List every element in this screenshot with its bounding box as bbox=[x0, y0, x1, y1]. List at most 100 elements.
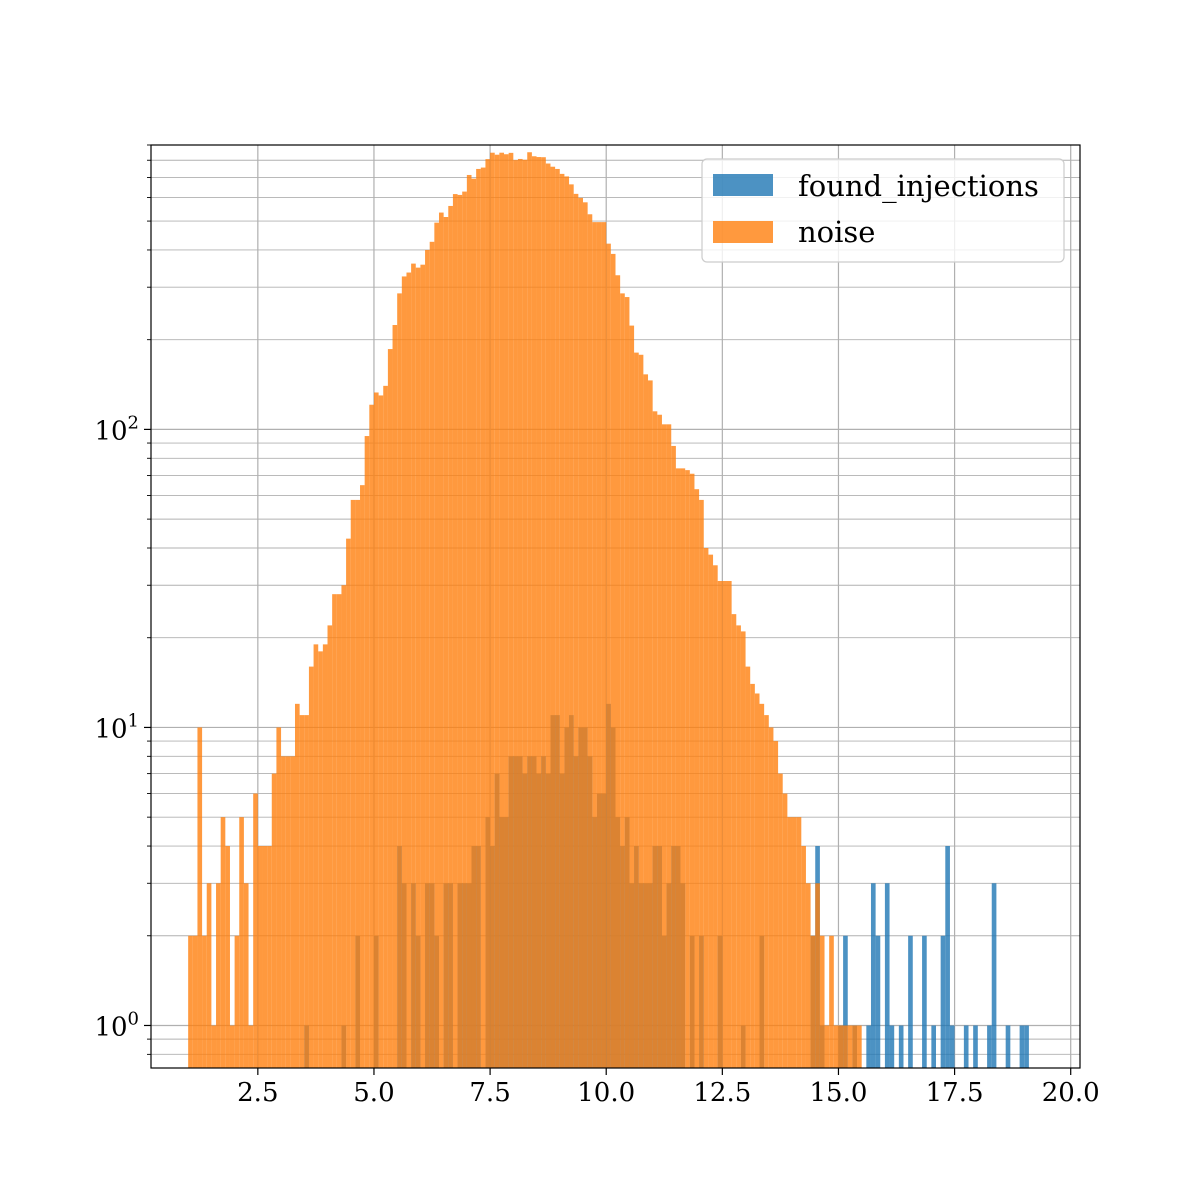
bar-noise bbox=[703, 548, 709, 1068]
legend-label-noise: noise bbox=[798, 215, 875, 249]
bar-noise bbox=[257, 846, 263, 1068]
bar-noise bbox=[313, 644, 319, 1068]
bar-found-injections bbox=[843, 935, 848, 1068]
bar-noise bbox=[782, 793, 788, 1068]
bar-noise bbox=[336, 594, 342, 1068]
bar-noise bbox=[480, 167, 486, 1068]
bar-noise bbox=[661, 424, 667, 1068]
legend-box bbox=[701, 158, 1065, 263]
bar-noise bbox=[415, 267, 421, 1068]
bar-noise bbox=[262, 846, 268, 1068]
bar-noise bbox=[401, 276, 407, 1068]
x-tick-label: 15.0 bbox=[810, 1078, 868, 1108]
bar-noise bbox=[792, 817, 797, 1068]
bar-noise bbox=[596, 222, 602, 1068]
bar-noise bbox=[708, 554, 714, 1068]
bar-noise bbox=[671, 445, 676, 1068]
bar-noise bbox=[555, 168, 560, 1069]
bar-noise bbox=[541, 157, 546, 1068]
bar-noise bbox=[485, 159, 491, 1068]
bar-noise bbox=[722, 580, 727, 1068]
y-tick-label: 100 bbox=[94, 1008, 139, 1042]
bar-noise bbox=[750, 683, 755, 1068]
bar-noise bbox=[731, 614, 737, 1068]
bar-noise bbox=[346, 538, 351, 1068]
bar-noise bbox=[192, 935, 198, 1068]
bar-noise bbox=[429, 241, 435, 1069]
y-tick-labels: 100 101 102 bbox=[94, 412, 139, 1042]
bar-noise bbox=[243, 883, 249, 1068]
bar-noise bbox=[308, 666, 314, 1068]
x-tick-labels: 2.5 5.0 7.5 10.0 12.5 15.0 17.5 20.0 bbox=[237, 1078, 1100, 1108]
bar-noise bbox=[327, 625, 333, 1068]
series-noise bbox=[188, 152, 862, 1069]
bar-noise bbox=[197, 727, 203, 1068]
bar-noise bbox=[648, 380, 653, 1068]
bar-noise bbox=[425, 249, 430, 1069]
bar-noise bbox=[569, 184, 574, 1068]
bar-noise bbox=[494, 154, 500, 1068]
bar-noise bbox=[759, 703, 765, 1068]
bar-noise bbox=[615, 275, 621, 1068]
bar-noise bbox=[550, 166, 556, 1068]
bar-found-injections bbox=[875, 935, 881, 1068]
bar-noise bbox=[420, 264, 426, 1068]
bar-noise bbox=[578, 197, 583, 1068]
bar-noise bbox=[318, 651, 323, 1068]
bar-noise bbox=[610, 253, 616, 1068]
bar-noise bbox=[322, 644, 328, 1068]
bar-noise bbox=[234, 935, 240, 1068]
x-tick-label: 10.0 bbox=[577, 1078, 635, 1108]
bar-noise bbox=[508, 152, 514, 1069]
bar-noise bbox=[457, 194, 463, 1068]
bar-noise bbox=[225, 846, 230, 1068]
bar-noise bbox=[476, 168, 481, 1069]
bar-noise bbox=[680, 468, 686, 1068]
bar-noise bbox=[819, 935, 825, 1068]
bar-noise bbox=[360, 485, 365, 1068]
bar-noise bbox=[573, 193, 579, 1068]
axes-frame bbox=[150, 144, 1081, 1069]
bar-noise bbox=[810, 935, 816, 1068]
bar-found-injections bbox=[898, 1025, 904, 1068]
bar-noise bbox=[564, 176, 570, 1069]
bar-noise bbox=[392, 325, 398, 1068]
bar-noise bbox=[545, 163, 551, 1068]
bar-noise bbox=[499, 152, 505, 1068]
x-tick-label: 2.5 bbox=[237, 1078, 278, 1108]
bar-noise bbox=[462, 191, 467, 1069]
bar-noise bbox=[815, 883, 820, 1068]
bar-noise bbox=[847, 1025, 853, 1068]
bar-found-injections bbox=[1019, 1025, 1025, 1068]
bar-noise bbox=[787, 817, 793, 1068]
bar-noise bbox=[801, 846, 806, 1068]
bar-noise bbox=[517, 158, 523, 1068]
bar-noise bbox=[332, 594, 337, 1068]
bar-noise bbox=[764, 715, 769, 1068]
bar-noise bbox=[504, 154, 509, 1068]
x-tick-label: 5.0 bbox=[353, 1078, 394, 1108]
bar-noise bbox=[341, 585, 347, 1068]
bar-noise bbox=[843, 1025, 848, 1068]
bar-noise bbox=[373, 392, 379, 1068]
bar-noise bbox=[466, 174, 472, 1068]
bar-noise bbox=[582, 202, 588, 1069]
bar-noise bbox=[675, 468, 681, 1068]
x-tick-label: 20.0 bbox=[1042, 1078, 1100, 1108]
bar-noise bbox=[726, 580, 732, 1068]
bar-noise bbox=[290, 756, 295, 1068]
bar-noise bbox=[685, 470, 690, 1069]
bar-noise bbox=[206, 883, 212, 1068]
bar-noise bbox=[294, 703, 300, 1068]
y-tick-label: 102 bbox=[94, 412, 139, 446]
bar-noise bbox=[490, 152, 495, 1068]
bar-noise bbox=[202, 935, 207, 1068]
bar-noise bbox=[740, 631, 746, 1068]
axis-ticks bbox=[144, 144, 1072, 1075]
bar-noise bbox=[378, 395, 384, 1069]
bar-noise bbox=[824, 1025, 830, 1068]
bar-noise bbox=[652, 411, 658, 1068]
histogram-bars bbox=[188, 152, 1029, 1069]
bar-found-injections bbox=[931, 1025, 937, 1068]
bar-noise bbox=[411, 263, 416, 1068]
